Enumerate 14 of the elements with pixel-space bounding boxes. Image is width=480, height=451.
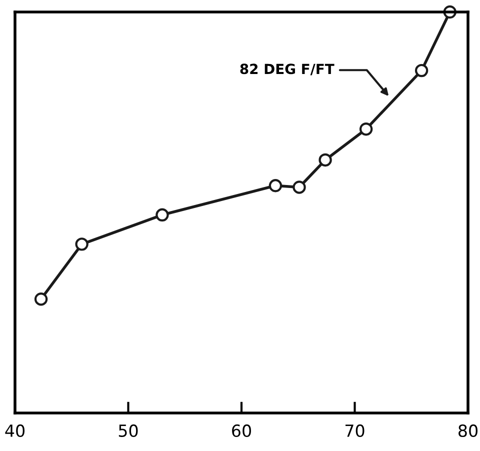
x-tick-label: 60 <box>232 424 251 438</box>
point <box>34 292 48 306</box>
x-tick-label: 40 <box>5 424 24 438</box>
point <box>156 208 169 222</box>
x-tick-label: 70 <box>346 424 364 438</box>
point <box>414 64 428 78</box>
point <box>75 238 88 251</box>
x-tick-label: 80 <box>458 424 478 438</box>
point <box>292 180 306 194</box>
annotation: 82 DEG F/FT <box>240 64 334 76</box>
point <box>318 153 332 167</box>
point <box>268 179 282 192</box>
point <box>359 122 373 136</box>
x-tick-label: 50 <box>118 424 138 438</box>
